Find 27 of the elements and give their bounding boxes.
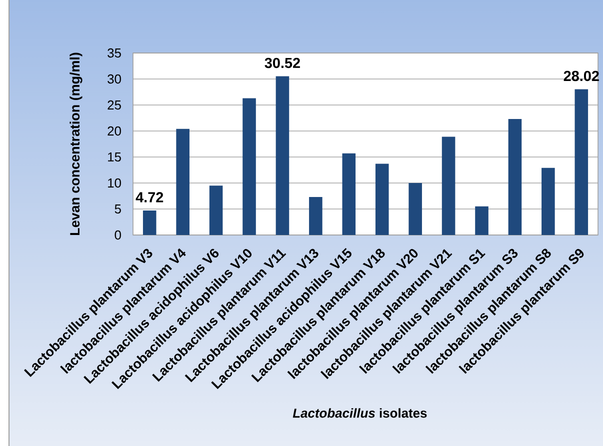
y-tick-label: 5 [114,204,121,214]
bar [375,164,389,235]
bar [574,89,588,235]
y-tick-label: 20 [108,126,121,136]
bar [309,197,322,235]
bar [408,182,422,235]
bar [508,119,522,235]
bar [176,128,190,235]
y-tick-label: 15 [108,152,121,162]
bar [475,206,488,235]
data-label: 30.52 [264,58,300,68]
y-axis-title: Levan concentration (mg/ml) [70,52,82,235]
bar [209,186,223,235]
data-label: 28.02 [564,70,599,82]
bar [242,98,256,235]
bar [276,76,290,235]
bar [342,153,356,235]
y-tick-label: 10 [108,178,121,188]
y-tick-label: 25 [108,100,121,110]
y-tick-label: 35 [108,48,121,58]
bar [442,136,456,235]
bar [142,210,156,235]
x-axis-title: Lactobacillus isolates [292,408,427,418]
data-label: 4.72 [136,192,164,202]
y-tick-label: 30 [108,74,121,84]
bar [542,168,555,235]
y-tick-label: 0 [114,230,121,240]
